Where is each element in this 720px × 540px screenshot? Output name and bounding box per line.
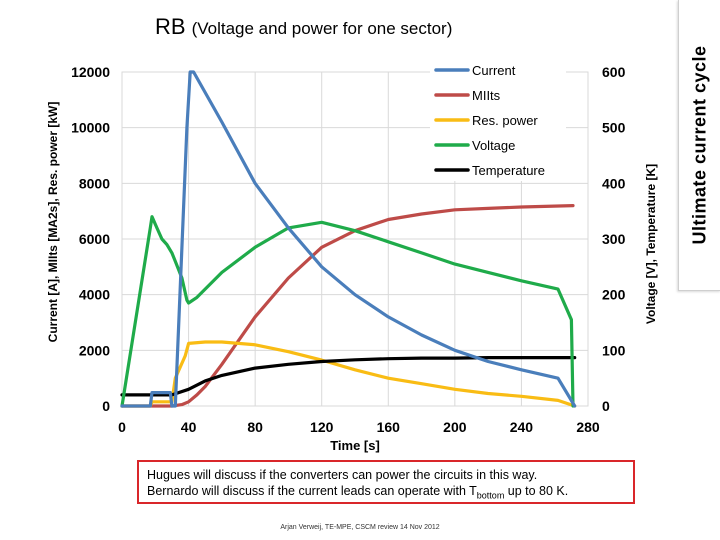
remark-line-2: Bernardo will discuss if the current lea… xyxy=(147,483,625,504)
legend-label-voltage: Voltage xyxy=(472,138,515,153)
series-line-res-power xyxy=(120,340,577,408)
x-tick-label: 240 xyxy=(510,419,534,435)
title-main: RB xyxy=(155,14,186,39)
x-tick-label: 40 xyxy=(181,419,197,435)
remark-line-2-suffix: up to 80 K. xyxy=(504,484,569,498)
y-right-tick-label: 600 xyxy=(602,64,626,80)
y-right-tick-label: 500 xyxy=(602,120,626,136)
legend: Current MIIts Res. power Voltage Temperature xyxy=(430,56,566,181)
remark-line-1: Hugues will discuss if the converters ca… xyxy=(147,468,538,482)
axes: 0200040006000800010000120000100200300400… xyxy=(71,64,626,435)
footer-credit: Arjan Verweij, TE-MPE, CSCM review 14 No… xyxy=(280,524,440,531)
y-left-tick-label: 12000 xyxy=(71,64,110,80)
remark-line-2-prefix: Bernardo will discuss if the current lea… xyxy=(147,484,477,498)
slide-title: RB (Voltage and power for one sector) xyxy=(155,14,452,40)
y-left-tick-label: 2000 xyxy=(79,342,110,358)
y-right-tick-label: 200 xyxy=(602,287,626,303)
y-left-tick-label: 4000 xyxy=(79,287,110,303)
y-right-tick-label: 300 xyxy=(602,231,626,247)
remark-box: Hugues will discuss if the converters ca… xyxy=(137,460,635,504)
plot-border xyxy=(121,71,589,407)
y-right-tick-label: 100 xyxy=(602,342,626,358)
title-subtitle: (Voltage and power for one sector) xyxy=(191,19,453,38)
y-axis-left-label: Current [A], MIIts [MA2s], Res. power [k… xyxy=(46,102,60,343)
series-line-current xyxy=(120,70,577,408)
x-tick-label: 80 xyxy=(247,419,263,435)
series-line-temperature xyxy=(120,356,577,397)
x-axis-label: Time [s] xyxy=(330,438,380,453)
series-layer xyxy=(120,70,577,408)
remark-subscript: bottom xyxy=(476,490,505,501)
series-line-voltage xyxy=(120,215,575,408)
x-tick-label: 200 xyxy=(443,419,467,435)
y-left-tick-label: 0 xyxy=(102,398,110,414)
x-tick-label: 0 xyxy=(118,419,126,435)
series-line-miits xyxy=(120,204,575,408)
y-left-tick-label: 6000 xyxy=(79,231,110,247)
line-chart: 0200040006000800010000120000100200300400… xyxy=(46,56,658,453)
y-left-tick-label: 10000 xyxy=(71,120,110,136)
y-right-tick-label: 400 xyxy=(602,175,626,191)
legend-label-current: Current xyxy=(472,63,516,78)
y-right-tick-label: 0 xyxy=(602,398,610,414)
legend-label-temperature: Temperature xyxy=(472,163,545,178)
legend-label-res-power: Res. power xyxy=(472,113,538,128)
x-tick-label: 280 xyxy=(576,419,600,435)
legend-label-miits: MIIts xyxy=(472,88,501,103)
y-axis-right-label: Voltage [V], Temperature [K] xyxy=(644,164,658,324)
y-left-tick-label: 8000 xyxy=(79,175,110,191)
side-banner: Ultimate current cycle xyxy=(678,0,720,291)
x-tick-label: 160 xyxy=(377,419,401,435)
grid xyxy=(121,71,589,407)
x-tick-label: 120 xyxy=(310,419,334,435)
